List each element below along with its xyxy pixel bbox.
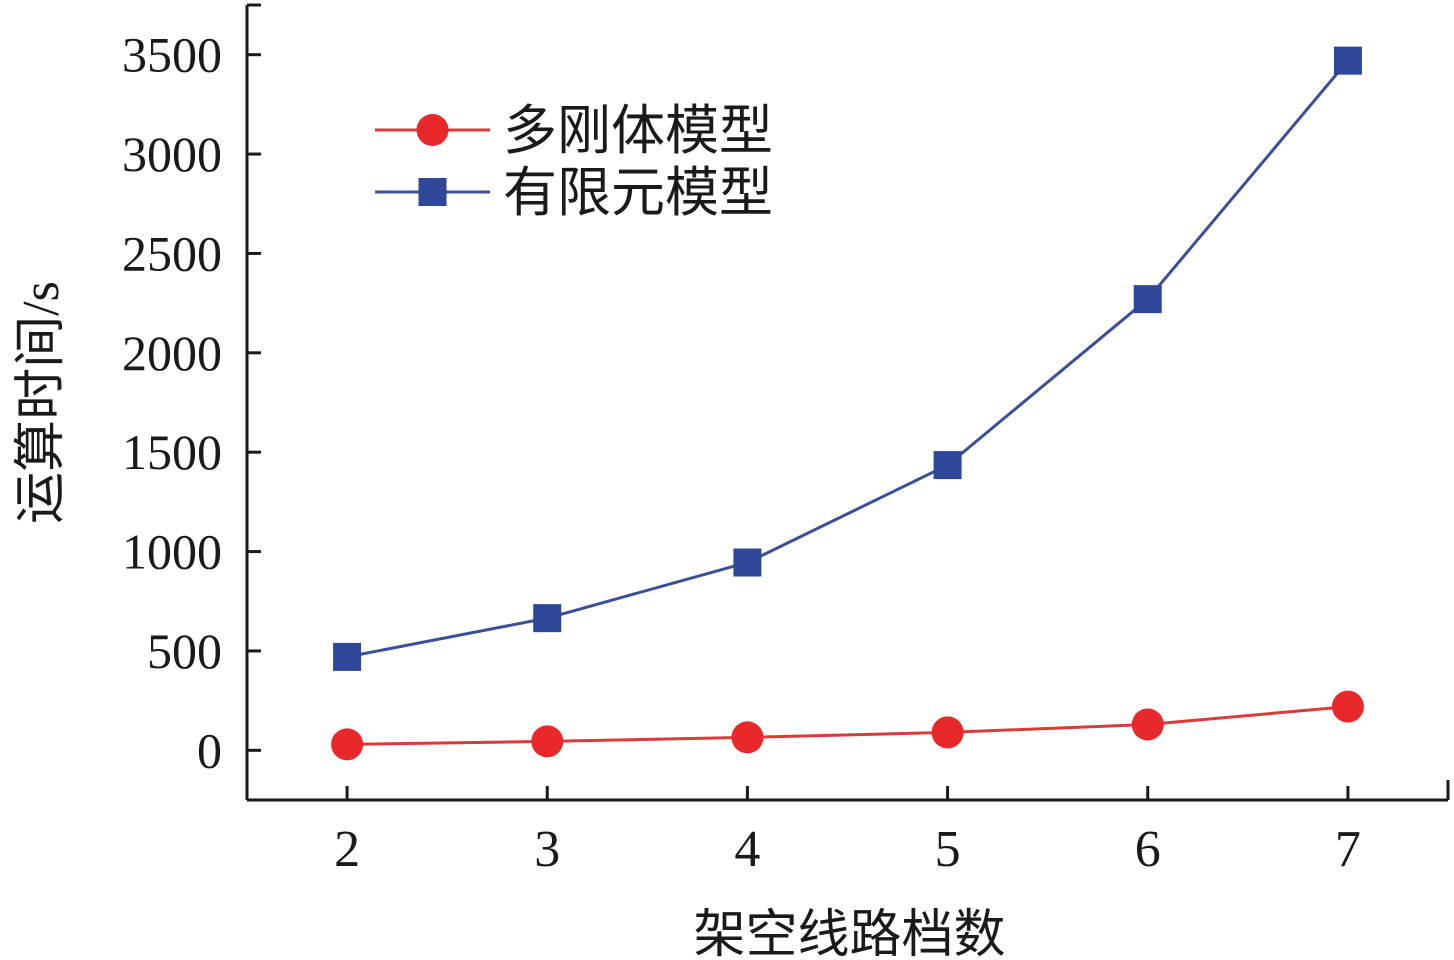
x-tick-label-6: 6: [1135, 821, 1161, 878]
series-2-point-3: [533, 604, 562, 633]
y-tick-label-0: 0: [197, 722, 222, 778]
y-tick-label-1000: 1000: [122, 524, 222, 580]
series-lines: [346, 59, 1350, 746]
y-tick-label-3000: 3000: [122, 126, 222, 182]
y-tick-label-2000: 2000: [122, 325, 222, 381]
x-tick-label-5: 5: [935, 821, 961, 878]
legend-marker-2: [418, 178, 447, 206]
series-1-point-7: [1331, 690, 1364, 723]
series-line-2: [346, 59, 1350, 659]
series-markers: [331, 46, 1364, 761]
series-2-point-7: [1333, 46, 1362, 75]
series-1-point-5: [931, 716, 964, 749]
legend-marker-1: [416, 114, 449, 146]
x-tick-label-3: 3: [534, 821, 560, 878]
legend-label-1: 多刚体模型: [503, 101, 773, 161]
series-2-point-4: [733, 548, 762, 577]
x-tick-label-4: 4: [734, 821, 760, 878]
legend-label-2: 有限元模型: [503, 163, 773, 223]
series-2-point-6: [1133, 285, 1162, 314]
axes: 0 500 1000 1500 2000 2500 3000 3500 2 3 4 5 6 7: [122, 3, 1450, 878]
y-tick-label-500: 500: [147, 623, 222, 679]
x-tick-label-2: 2: [334, 821, 360, 878]
series-2-point-5: [933, 451, 962, 480]
series-1-point-4: [731, 721, 764, 754]
x-tick-label-7: 7: [1335, 821, 1361, 878]
series-1-point-6: [1131, 708, 1164, 741]
y-tick-label-2500: 2500: [122, 225, 222, 281]
series-2-point-2: [333, 642, 362, 671]
y-axis-title: 运算时间/s: [13, 281, 70, 524]
y-tick-label-1500: 1500: [122, 424, 222, 480]
y-tick-label-3500: 3500: [122, 27, 222, 83]
series-1-point-2: [331, 728, 364, 761]
series-1-point-3: [531, 725, 564, 758]
series-line-1: [347, 705, 1349, 746]
x-axis-title: 架空线路档数: [693, 907, 1005, 960]
